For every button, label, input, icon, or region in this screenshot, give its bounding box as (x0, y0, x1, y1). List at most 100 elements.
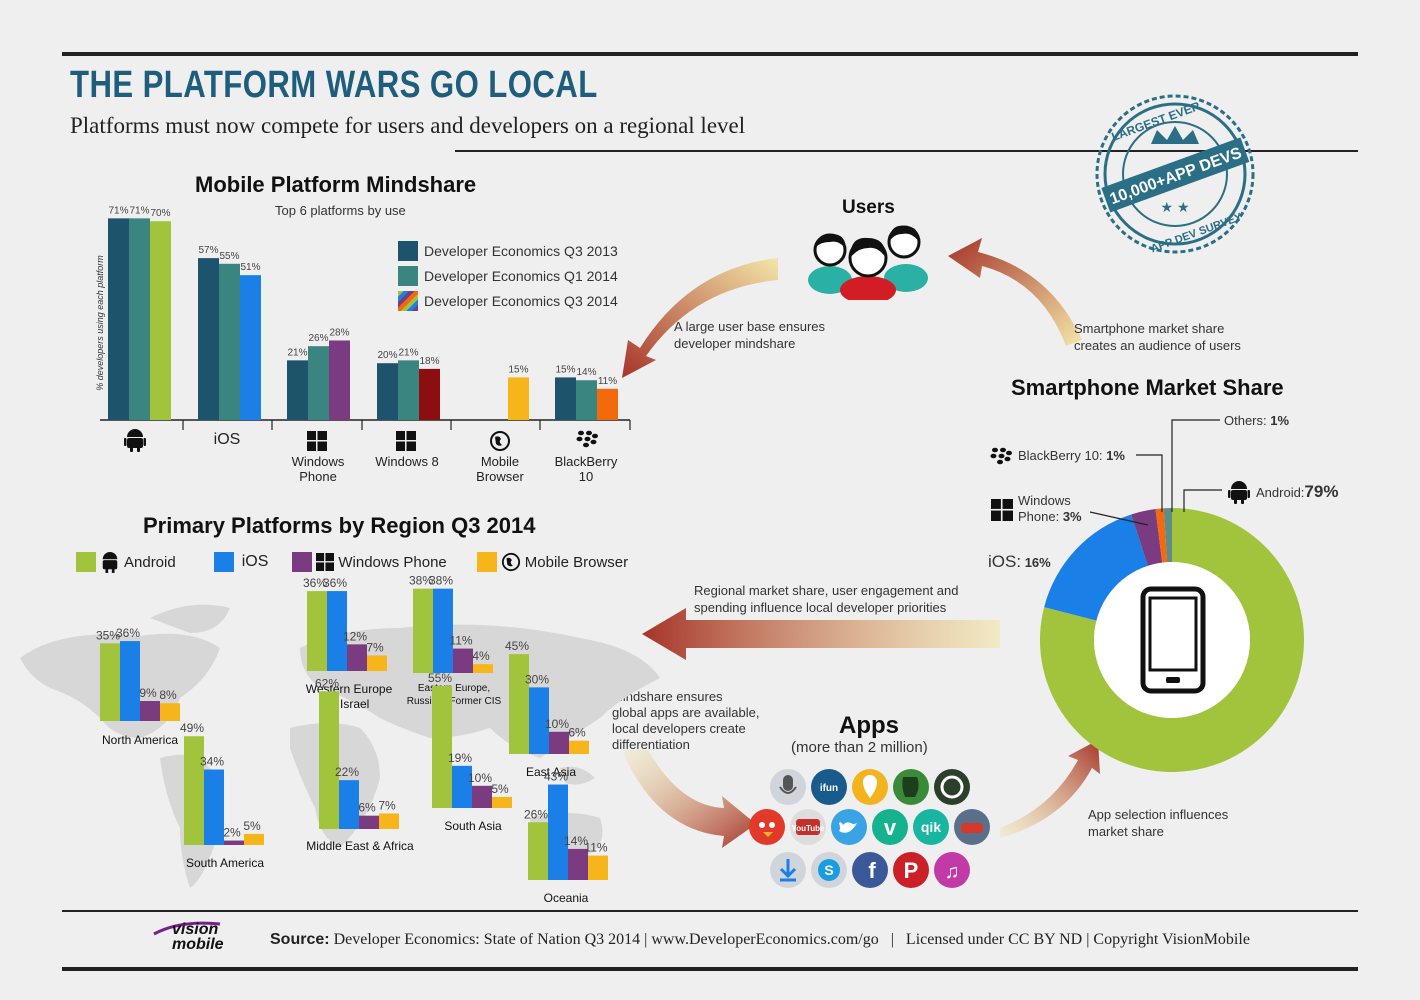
mindshare-bar-label: 20% (377, 350, 397, 361)
region-bar-label: 55% (428, 671, 452, 685)
users-icon (808, 225, 928, 300)
mindshare-bar-label: 14% (576, 367, 596, 378)
region-bar (339, 780, 359, 829)
region-bar-label: 4% (472, 649, 490, 663)
region-label: Oceania (544, 891, 589, 905)
label-others: Others: 1% (1224, 413, 1290, 428)
tick-windows-8: Windows 8 (375, 454, 439, 469)
windows-icon (307, 431, 327, 451)
globe-browser-icon (501, 552, 520, 572)
label-windows-phone: Windows Phone: 3% (1018, 493, 1082, 524)
mindshare-legend: Developer Economics Q3 2013 Developer Ec… (398, 238, 618, 313)
arrow-users-to-mindshare (622, 258, 778, 378)
tick-ios: iOS (213, 431, 241, 448)
android-icon (102, 552, 118, 573)
region-label: Middle East & Africa (306, 839, 414, 853)
region-bar-label: 38% (409, 574, 433, 588)
microphone-icon (770, 769, 806, 805)
svg-text:ifun: ifun (820, 783, 838, 794)
header-rule (455, 150, 1358, 152)
badge-stars: ★ ★ (1161, 199, 1190, 215)
arrow-share-to-region (642, 608, 1000, 660)
region-bar-label: 2% (223, 826, 241, 840)
mindshare-bar (377, 363, 398, 420)
donut-slice (1044, 514, 1148, 621)
mindshare-chart: 71% 71% 70%57%55%51%21%26%28%20% 21%18%15% 1… (100, 205, 631, 430)
donut-hole (1094, 562, 1250, 718)
mindshare-bar-label: 55% (219, 251, 239, 262)
mindshare-bar (329, 340, 350, 420)
region-bar (120, 641, 140, 721)
facebook-icon: f (852, 852, 888, 888)
qik-icon: qik (913, 809, 949, 845)
arrow-mindshare-to-apps (622, 750, 756, 848)
legend-item-q1-2014: Developer Economics Q1 2014 (398, 263, 618, 288)
mindshare-title: Mobile Platform Mindshare (195, 172, 477, 197)
region-bar-label: 43% (544, 770, 568, 784)
mindshare-bar (419, 368, 440, 420)
mindshare-bar (555, 377, 576, 420)
legend-item-q3-2013: Developer Economics Q3 2013 (398, 238, 618, 263)
region-bar (204, 769, 224, 845)
mindshare-bar-label: 70% (150, 208, 170, 219)
mindshare-bar (198, 258, 219, 420)
region-title: Primary Platforms by Region Q3 2014 (143, 513, 536, 538)
region-bar-label: 12% (343, 629, 367, 643)
text-users-to-devs: A large user base ensures developer minds… (674, 319, 826, 351)
legend-swatch-ios (213, 552, 234, 572)
donut-slice (1163, 508, 1172, 563)
svg-text:YouTube: YouTube (791, 824, 825, 833)
donut-slice (1155, 508, 1168, 563)
region-chart: 35%36%9% 8%North America36%36%12%7%Wester… (96, 574, 608, 905)
angry-birds-icon (749, 809, 785, 845)
whatsapp-icon (934, 769, 970, 805)
region-bar (347, 644, 367, 671)
region-bar-label: 9% (139, 686, 157, 700)
region-bar (327, 591, 347, 671)
apps-subtitle: (more than 2 million) (791, 739, 928, 756)
windows-icon (316, 553, 335, 571)
evernote-icon (893, 769, 929, 805)
text-apps-to-share: App selection influences market share (1088, 807, 1229, 839)
svg-text:f: f (868, 858, 876, 883)
app-icons-grid: ifun YouTube v qik S f P ♫ (749, 769, 990, 888)
skype-icon: S (811, 852, 847, 888)
top-rule (62, 52, 1358, 56)
page-title: THE PLATFORM WARS GO LOCAL (70, 64, 598, 106)
region-label: Russia & Former CIS (407, 696, 502, 707)
ifun-icon: ifun (811, 769, 847, 805)
svg-text:♫: ♫ (945, 861, 960, 883)
racing-game-icon (954, 809, 990, 845)
region-bar (140, 701, 160, 721)
youtube-icon: YouTube (790, 809, 826, 845)
region-bar-label: 36% (323, 576, 347, 590)
legend-swatch-browser (476, 552, 497, 572)
smartphone-icon (1140, 586, 1206, 694)
mindshare-bar-label: 71% (108, 205, 128, 216)
visionmobile-logo: vision mobile (150, 918, 254, 960)
region-bar (160, 703, 180, 721)
text-share-to-region: Regional market share, user engagement a… (694, 583, 959, 615)
svg-text:P: P (904, 858, 919, 883)
arrow-share-to-users (948, 238, 1082, 346)
legend-swatch-android (76, 552, 96, 572)
region-bar (492, 796, 512, 808)
mindshare-bar-label: 11% (598, 376, 617, 387)
market-share-title: Smartphone Market Share (1011, 375, 1284, 400)
mindshare-bar-label: 71% (129, 205, 149, 216)
survey-badge: LARGEST EVER 10,000+APP DEVS APP DEV SUR… (1095, 94, 1255, 255)
region-bar-label: 7% (378, 798, 396, 812)
mindshare-bar (287, 360, 308, 420)
region-label: Eastern Europe, (418, 683, 490, 694)
region-bar-label: 10% (468, 771, 492, 785)
mindshare-bar-label: 28% (329, 327, 349, 338)
region-bar-label: 11% (584, 841, 607, 855)
region-bar (588, 855, 608, 880)
mindshare-bar (150, 221, 171, 420)
mindshare-bar (129, 218, 150, 420)
region-bar-label: 34% (200, 755, 224, 769)
mindshare-bar (219, 263, 240, 420)
footer-rule (62, 910, 1358, 912)
